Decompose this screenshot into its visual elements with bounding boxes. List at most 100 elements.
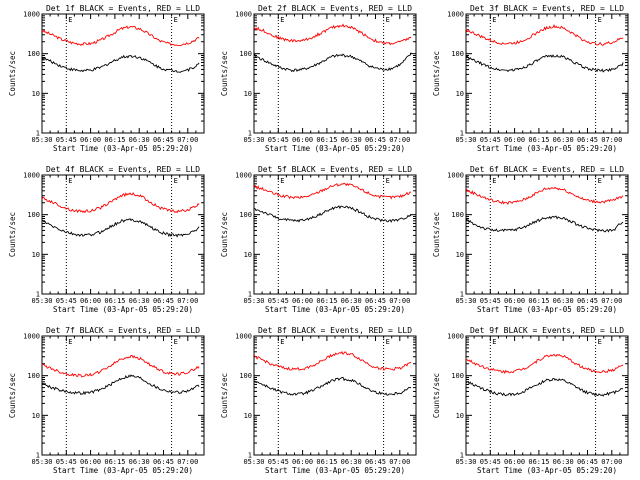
x-tick-label: 06:45 bbox=[577, 297, 598, 305]
x-tick-label: 05:30 bbox=[243, 136, 264, 144]
y-tick-label: 10 bbox=[32, 251, 40, 259]
series-line-events bbox=[253, 52, 412, 73]
x-tick-label: 07:00 bbox=[601, 297, 622, 305]
chart-title: Det 5f BLACK = Events, RED = LLD bbox=[258, 165, 412, 174]
y-tick-label: 1000 bbox=[447, 333, 464, 341]
series-line-lld bbox=[41, 191, 200, 214]
marker-label: E bbox=[280, 177, 284, 185]
series-line-lld bbox=[41, 354, 200, 378]
series-line-events bbox=[253, 376, 412, 396]
chart-panel-5: Det 5f BLACK = Events, RED = LLD 1 10 100 10… bbox=[220, 165, 417, 314]
y-tick-label: 1 bbox=[248, 452, 252, 460]
y-tick-label: 1000 bbox=[235, 333, 252, 341]
y-tick-label: 10 bbox=[456, 412, 464, 420]
marker-label: E bbox=[492, 177, 496, 185]
marker-label: E bbox=[492, 16, 496, 24]
y-tick-label: 100 bbox=[239, 372, 252, 380]
y-tick-label: 100 bbox=[27, 372, 40, 380]
plot-frame bbox=[253, 13, 417, 134]
x-tick-label: 06:00 bbox=[504, 297, 525, 305]
x-tick-label: 05:30 bbox=[31, 136, 52, 144]
marker-label: E bbox=[386, 338, 390, 346]
x-tick-label: 06:15 bbox=[316, 458, 337, 466]
series-line-events bbox=[465, 378, 624, 397]
marker-label: E bbox=[386, 177, 390, 185]
y-tick-label: 1 bbox=[248, 130, 252, 138]
y-tick-label: 10 bbox=[456, 251, 464, 259]
x-tick-label: 06:45 bbox=[365, 297, 386, 305]
x-tick-label: 06:00 bbox=[292, 136, 313, 144]
x-tick-label: 06:00 bbox=[80, 136, 101, 144]
x-tick-label: 05:45 bbox=[56, 136, 77, 144]
x-tick-label: 05:45 bbox=[480, 297, 501, 305]
y-axis-label: Counts/sec bbox=[432, 51, 441, 96]
marker-label: E bbox=[174, 177, 178, 185]
x-tick-label: 06:45 bbox=[153, 297, 174, 305]
x-tick-label: 06:15 bbox=[104, 297, 125, 305]
x-tick-label: 06:15 bbox=[316, 136, 337, 144]
x-tick-label: 05:30 bbox=[455, 458, 476, 466]
x-tick-label: 05:30 bbox=[31, 458, 52, 466]
x-axis-label: Start Time (03-Apr-05 05:29:20) bbox=[53, 305, 193, 314]
y-tick-label: 1000 bbox=[23, 172, 40, 180]
x-tick-label: 05:45 bbox=[480, 136, 501, 144]
chart-title: Det 9f BLACK = Events, RED = LLD bbox=[470, 326, 624, 335]
x-tick-label: 05:30 bbox=[31, 297, 52, 305]
marker-label: E bbox=[598, 177, 602, 185]
x-tick-label: 05:30 bbox=[455, 297, 476, 305]
chart-title: Det 1f BLACK = Events, RED = LLD bbox=[46, 4, 200, 13]
x-axis-label: Start Time (03-Apr-05 05:29:20) bbox=[53, 144, 193, 153]
x-axis-label: Start Time (03-Apr-05 05:29:20) bbox=[53, 466, 193, 475]
x-tick-label: 06:30 bbox=[341, 297, 362, 305]
y-axis-label: Counts/sec bbox=[220, 51, 229, 96]
chart-title: Det 7f BLACK = Events, RED = LLD bbox=[46, 326, 200, 335]
x-tick-label: 06:15 bbox=[316, 297, 337, 305]
y-tick-label: 100 bbox=[451, 211, 464, 219]
x-axis-label: Start Time (03-Apr-05 05:29:20) bbox=[265, 466, 405, 475]
series-line-lld bbox=[465, 353, 624, 375]
series-line-lld bbox=[465, 186, 624, 205]
y-tick-label: 1000 bbox=[235, 11, 252, 19]
x-tick-label: 05:45 bbox=[56, 458, 77, 466]
x-axis-label: Start Time (03-Apr-05 05:29:20) bbox=[265, 305, 405, 314]
chart-title: Det 6f BLACK = Events, RED = LLD bbox=[470, 165, 624, 174]
x-tick-label: 07:00 bbox=[177, 458, 198, 466]
x-tick-label: 07:00 bbox=[389, 297, 410, 305]
marker-label: E bbox=[280, 338, 284, 346]
x-tick-label: 06:30 bbox=[553, 297, 574, 305]
y-tick-label: 10 bbox=[456, 90, 464, 98]
y-axis-label: Counts/sec bbox=[8, 373, 17, 418]
y-tick-label: 1 bbox=[248, 291, 252, 299]
x-tick-label: 07:00 bbox=[389, 458, 410, 466]
plot-frame bbox=[465, 13, 629, 134]
series-line-events bbox=[41, 218, 200, 238]
x-tick-label: 07:00 bbox=[601, 458, 622, 466]
x-tick-label: 06:15 bbox=[528, 458, 549, 466]
x-tick-label: 06:45 bbox=[577, 458, 598, 466]
chart-panel-7: Det 7f BLACK = Events, RED = LLD 1 10 100 10… bbox=[8, 326, 205, 475]
x-tick-label: 06:45 bbox=[365, 136, 386, 144]
series-line-events bbox=[41, 374, 200, 396]
x-axis-label: Start Time (03-Apr-05 05:29:20) bbox=[265, 144, 405, 153]
x-tick-label: 07:00 bbox=[389, 136, 410, 144]
y-axis-label: Counts/sec bbox=[8, 51, 17, 96]
series-line-events bbox=[253, 205, 412, 223]
x-tick-label: 07:00 bbox=[177, 297, 198, 305]
plot-frame bbox=[41, 174, 205, 295]
y-axis-label: Counts/sec bbox=[8, 212, 17, 257]
chart-title: Det 4f BLACK = Events, RED = LLD bbox=[46, 165, 200, 174]
y-tick-label: 10 bbox=[32, 412, 40, 420]
series-line-events bbox=[465, 54, 624, 73]
y-tick-label: 10 bbox=[244, 251, 252, 259]
y-tick-label: 100 bbox=[27, 211, 40, 219]
plot-frame bbox=[465, 174, 629, 295]
marker-label: E bbox=[174, 338, 178, 346]
x-tick-label: 06:00 bbox=[80, 297, 101, 305]
y-tick-label: 10 bbox=[244, 90, 252, 98]
x-tick-label: 06:00 bbox=[292, 458, 313, 466]
x-tick-label: 06:30 bbox=[553, 458, 574, 466]
y-tick-label: 1 bbox=[460, 291, 464, 299]
y-tick-label: 1 bbox=[460, 130, 464, 138]
x-tick-label: 07:00 bbox=[177, 136, 198, 144]
marker-label: E bbox=[598, 338, 602, 346]
